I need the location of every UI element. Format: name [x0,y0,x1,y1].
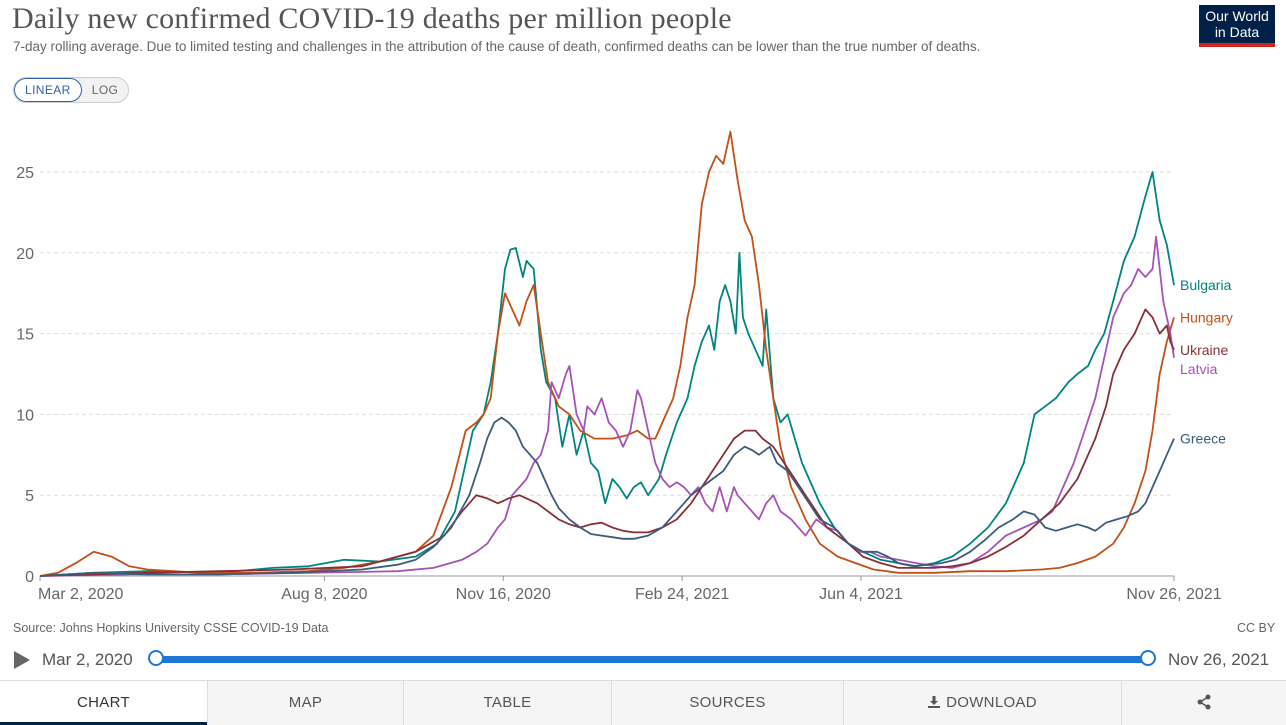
series-line-bulgaria[interactable] [39,171,1175,577]
timeline-start-label: Mar 2, 2020 [42,650,133,669]
logo-line-2: in Data [1214,24,1260,40]
y-tick-label: 25 [16,165,34,182]
tab-download-label: DOWNLOAD [946,694,1037,711]
grid-layer [40,171,1174,496]
y-tick-label: 10 [16,407,34,424]
timeline-start-handle[interactable] [148,650,164,666]
y-tick-label: 20 [16,246,34,263]
chart-subtitle: 7-day rolling average. Due to limited te… [13,39,981,54]
tab-chart[interactable]: CHART [0,681,207,725]
share-button[interactable] [1121,681,1286,725]
timeline-track[interactable] [156,656,1148,663]
download-icon [928,696,941,708]
chart-title: Daily new confirmed COVID-19 deaths per … [12,2,732,35]
series-line-hungary[interactable] [39,130,1175,577]
play-icon[interactable] [14,651,30,669]
scale-toggle: LINEAR LOG [13,77,130,103]
owid-logo[interactable]: Our World in Data [1199,5,1275,47]
series-layer [39,130,1175,577]
y-axis: 0 5 10 15 20 25 [16,165,34,586]
x-tick-label: Mar 2, 2020 [38,586,123,603]
x-tick-label: Nov 16, 2020 [456,586,551,603]
log-scale-button[interactable]: LOG [91,83,119,97]
legend-label-hungary[interactable]: Hungary [1180,309,1233,325]
tab-map[interactable]: MAP [207,681,403,725]
source-note: Source: Johns Hopkins University CSSE CO… [13,621,329,635]
series-line-greece[interactable] [39,416,1175,577]
line-chart: 0 5 10 15 20 25 Mar 2, 2020 Aug 8, 2020 Nov 16,… [16,130,1233,603]
x-tick-label: Nov 26, 2021 [1126,586,1221,603]
y-tick-label: 15 [16,327,34,344]
y-tick-label: 0 [25,569,34,586]
timeline-end-label: Nov 26, 2021 [1168,650,1270,669]
x-tick-label: Feb 24, 2021 [635,586,729,603]
series-line-ukraine[interactable] [39,308,1175,577]
x-axis: Mar 2, 2020 Aug 8, 2020 Nov 16, 2020 Feb 24… [38,575,1222,603]
license-link[interactable]: CC BY [1237,621,1276,635]
share-icon [1197,694,1211,710]
legend-label-bulgaria[interactable]: Bulgaria [1180,277,1232,293]
legend-label-ukraine[interactable]: Ukraine [1180,342,1228,358]
tab-sources[interactable]: SOURCES [611,681,843,725]
linear-scale-button[interactable]: LINEAR [14,78,82,102]
logo-line-1: Our World [1205,8,1269,24]
tab-table[interactable]: TABLE [403,681,611,725]
tab-bar: CHART MAP TABLE SOURCES DOWNLOAD [0,680,1286,725]
legend-label-greece[interactable]: Greece [1180,431,1226,447]
x-tick-label: Aug 8, 2020 [281,586,367,603]
timeline-end-handle[interactable] [1140,650,1156,666]
y-tick-label: 5 [25,488,34,505]
legend: Bulgaria Hungary Latvia Ukraine Greece [1180,277,1233,447]
x-tick-label: Jun 4, 2021 [819,586,903,603]
tab-download[interactable]: DOWNLOAD [843,681,1121,725]
legend-label-latvia[interactable]: Latvia [1180,361,1218,377]
